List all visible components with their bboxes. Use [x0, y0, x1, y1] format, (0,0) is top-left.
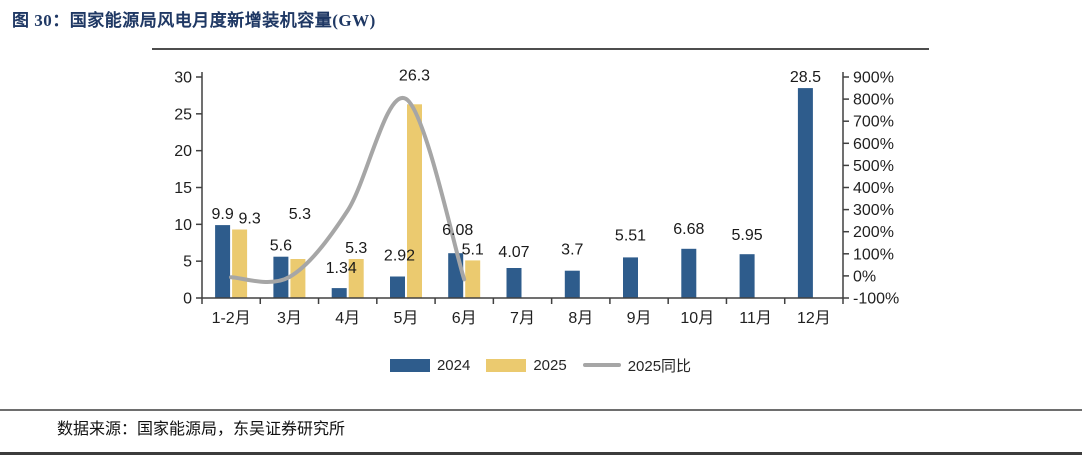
bar-label-2024-5月: 2.92	[384, 248, 415, 265]
legend-item-2025同比: 2025同比	[582, 355, 692, 376]
bar-2024-11月	[739, 254, 755, 298]
bar-2024-1-2月	[215, 225, 231, 298]
bar-2024-5月	[390, 276, 405, 298]
bar-2024-7月	[506, 268, 522, 298]
bar-label-2025-3月: 5.3	[289, 206, 311, 223]
legend-label: 2025	[533, 356, 567, 374]
y-left-tick-label: 20	[174, 143, 192, 160]
x-category-label: 11月	[739, 310, 772, 327]
bar-label-2024-9月: 5.51	[615, 227, 646, 244]
y-right-tick-label: 200%	[853, 224, 894, 241]
chart-legend: 2024 2025 2025同比	[152, 355, 929, 376]
y-right-tick-label: 900%	[853, 70, 894, 87]
bar-2024-4月	[331, 288, 347, 298]
x-category-label: 9月	[627, 310, 652, 327]
bar-2024-8月	[564, 270, 580, 298]
bar-2024-12月	[797, 88, 813, 298]
bar-2024-9月	[623, 257, 638, 298]
y-left-tick-label: 5	[183, 254, 192, 271]
y-right-tick-label: 800%	[853, 92, 894, 109]
legend-label: 2025同比	[627, 357, 692, 375]
divider-above-source	[0, 409, 1082, 411]
bar-2025-5月	[407, 104, 422, 298]
bar-label-2024-10月: 6.68	[673, 221, 704, 238]
y-left-tick-label: 15	[174, 180, 192, 197]
bar-label-2024-3月: 5.6	[270, 238, 292, 255]
x-category-label: 4月	[335, 310, 360, 327]
x-category-label: 12月	[797, 310, 831, 327]
bar-label-2025-6月: 5.1	[462, 241, 484, 258]
x-category-label: 3月	[277, 310, 302, 327]
legend-swatch-2025同比-line	[582, 363, 621, 367]
bar-label-2024-7月: 4.07	[498, 244, 529, 261]
y-right-tick-label: 400%	[853, 180, 894, 197]
y-right-tick-label: -100%	[853, 291, 899, 308]
y-right-tick-label: 0%	[853, 268, 876, 285]
y-left-tick-label: 30	[174, 70, 192, 87]
combo-chart: 9.9 5.6 1.34 2.92 6.08 4.07 3.7 5.51 6.68 5.95 28.…	[174, 67, 899, 327]
bar-label-2024-8月: 3.7	[561, 242, 583, 259]
x-category-label: 10月	[680, 310, 714, 327]
x-category-label: 1-2月	[212, 310, 251, 327]
figure-title: 图 30：国家能源局风电月度新增装机容量(GW)	[12, 11, 376, 30]
x-category-label: 7月	[510, 310, 535, 327]
bar-label-2025-4月: 5.3	[345, 240, 367, 257]
bar-label-2025-1-2月: 9.3	[238, 211, 260, 228]
y-right-tick-label: 100%	[853, 246, 894, 263]
y-left-tick-label: 25	[174, 106, 192, 123]
y-right-tick-label: 300%	[853, 202, 894, 219]
data-source-note: 数据来源：国家能源局，东吴证券研究所	[57, 421, 346, 438]
bar-label-2025-5月: 26.3	[399, 67, 430, 84]
bar-2025-4月	[348, 259, 364, 298]
legend-swatch-2025-bar	[486, 358, 527, 372]
legend-item-2024: 2024	[389, 356, 471, 374]
y-left-tick-label: 10	[174, 217, 192, 234]
bar-label-2024-1-2月: 9.9	[211, 206, 233, 223]
y-right-tick-label: 500%	[853, 158, 894, 175]
bar-2024-10月	[681, 248, 697, 298]
bar-label-2024-6月: 6.08	[442, 222, 473, 239]
bar-2024-6月	[448, 253, 464, 298]
bar-label-2024-12月: 28.5	[790, 69, 821, 86]
bar-2024-3月	[273, 256, 289, 298]
bar-label-2024-4月: 1.34	[326, 260, 357, 277]
yoy-line	[229, 96, 467, 284]
bar-2025-6月	[465, 260, 481, 298]
bottom-border-rule	[0, 452, 1082, 455]
bar-2025-1-2月	[232, 229, 248, 298]
x-category-label: 6月	[452, 310, 477, 327]
x-category-label: 5月	[394, 310, 419, 327]
y-left-tick-label: 0	[183, 291, 192, 308]
bar-label-2024-11月: 5.95	[732, 227, 763, 244]
x-category-label: 8月	[568, 310, 593, 327]
legend-label: 2024	[436, 356, 471, 374]
y-right-tick-label: 600%	[853, 136, 894, 153]
y-right-tick-label: 700%	[853, 114, 894, 131]
legend-swatch-2024-bar	[389, 358, 430, 372]
legend-item-2025: 2025	[486, 356, 567, 374]
chart-panel: 9.9 5.6 1.34 2.92 6.08 4.07 3.7 5.51 6.68 5.95 28.…	[152, 48, 929, 395]
